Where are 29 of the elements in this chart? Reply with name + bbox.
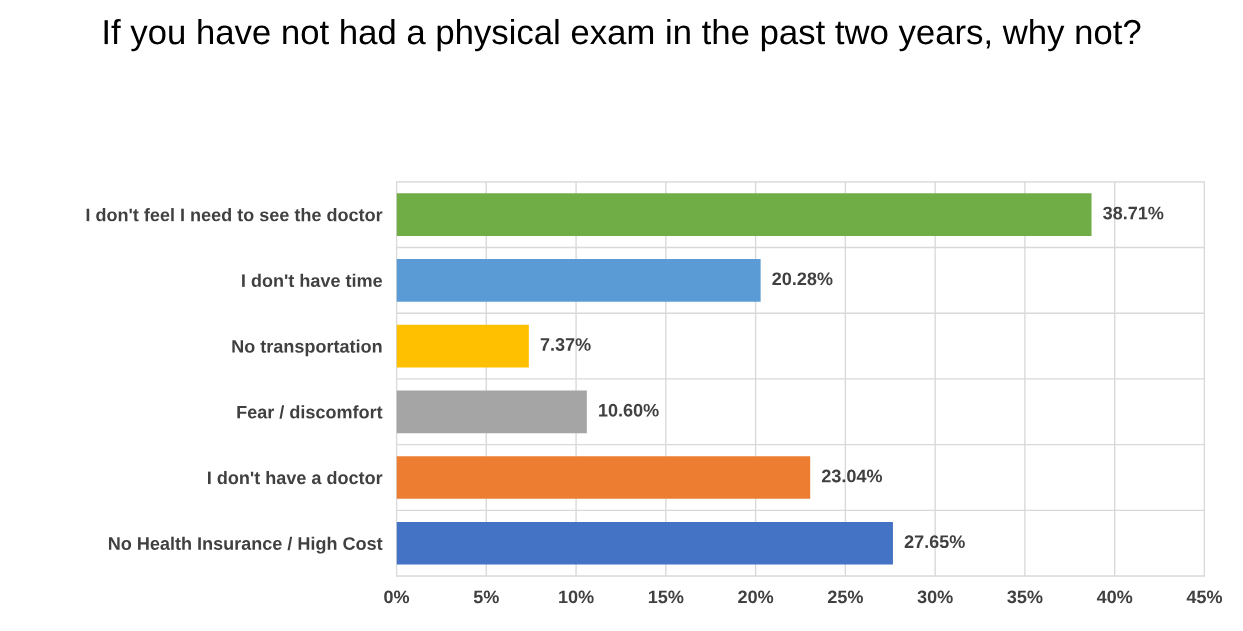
y-tick-label: No transportation bbox=[232, 339, 382, 357]
data-label: 27.65% bbox=[904, 535, 965, 549]
data-label: 23.04% bbox=[821, 469, 883, 483]
chart-title: If you have not had a physical exam in the past two years, why not? bbox=[104, 18, 1141, 52]
bar bbox=[396, 456, 811, 499]
x-tick-label: 0% bbox=[384, 590, 410, 604]
x-tick-label: 15% bbox=[648, 590, 684, 604]
x-tick-label: 10% bbox=[559, 590, 594, 604]
data-label: 7.37% bbox=[540, 338, 591, 351]
bar bbox=[396, 324, 529, 368]
y-tick-label: Fear / discomfort bbox=[237, 405, 383, 419]
y-tick-label: I don't have a doctor bbox=[208, 470, 383, 485]
bar bbox=[396, 390, 587, 434]
bar bbox=[396, 258, 761, 302]
data-label: 20.28% bbox=[772, 272, 833, 286]
x-tick-label: 45% bbox=[1186, 590, 1223, 604]
x-tick-label: 20% bbox=[738, 590, 774, 604]
data-label: 38.71% bbox=[1103, 206, 1164, 220]
x-tick-label: 25% bbox=[827, 590, 863, 604]
bar bbox=[396, 193, 1092, 236]
x-tick-label: 5% bbox=[473, 590, 499, 604]
y-tick-label: No Health Insurance / High Cost bbox=[108, 536, 383, 554]
x-tick-label: 40% bbox=[1096, 590, 1133, 604]
bar bbox=[396, 521, 893, 565]
y-tick-label: I don't feel I need to see the doctor bbox=[86, 208, 383, 222]
y-tick-label: I don't have time bbox=[242, 273, 383, 288]
x-tick-label: 35% bbox=[1007, 590, 1043, 604]
x-tick-label: 30% bbox=[917, 590, 953, 604]
data-label: 10.60% bbox=[599, 403, 659, 417]
